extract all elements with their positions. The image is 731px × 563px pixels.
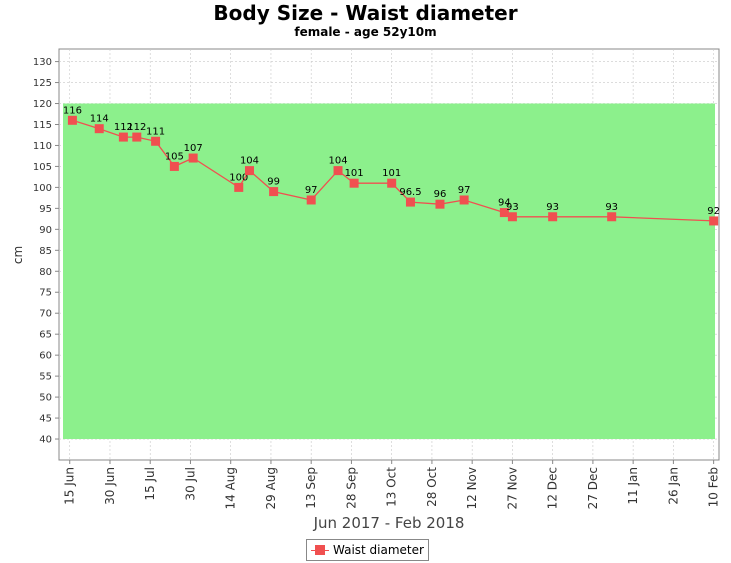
x-tick-label: 13 Oct (385, 467, 399, 507)
data-point (507, 212, 517, 222)
data-point (118, 132, 128, 142)
x-tick-label: 14 Aug (224, 467, 238, 510)
data-label: 112 (127, 122, 146, 133)
x-tick-label: 15 Jul (143, 467, 157, 501)
data-point (548, 212, 558, 222)
x-tick-label: 10 Feb (707, 467, 721, 507)
x-tick-label: 27 Dec (586, 467, 600, 509)
chart-title: Body Size - Waist diameter (213, 1, 518, 25)
data-point (234, 182, 244, 192)
data-point (333, 166, 343, 176)
y-tick-label: 125 (33, 78, 52, 89)
data-point (94, 124, 104, 134)
x-tick-label: 30 Jul (183, 467, 197, 501)
data-label: 92 (707, 206, 720, 217)
normal-range-band (63, 103, 715, 440)
y-axis-label: cm (11, 246, 25, 264)
y-tick-label: 110 (33, 141, 52, 152)
data-label: 104 (328, 156, 347, 167)
x-tick-label: 26 Jan (666, 467, 680, 505)
y-tick-label: 40 (39, 435, 52, 446)
legend-label: Waist diameter (333, 543, 424, 557)
data-label: 93 (546, 202, 559, 213)
data-point (499, 208, 509, 218)
x-tick-label: 28 Sep (344, 467, 358, 509)
data-point (709, 216, 719, 226)
legend-swatch (311, 544, 329, 556)
data-point (387, 178, 397, 188)
x-tick-label: 28 Oct (425, 467, 439, 507)
y-tick-label: 95 (39, 204, 52, 215)
data-label: 100 (229, 172, 248, 183)
data-label: 116 (63, 105, 82, 116)
x-axis: 15 Jun 30 Jun 15 Jul 30 Jul 14 Aug 29 Aug 13 S… (63, 460, 721, 510)
y-tick-label: 130 (33, 57, 52, 68)
data-label: 101 (345, 168, 364, 179)
y-tick-label: 70 (39, 309, 52, 320)
y-tick-label: 105 (33, 162, 52, 173)
data-label: 101 (382, 168, 401, 179)
x-tick-label: 15 Jun (63, 467, 77, 505)
y-tick-label: 45 (39, 414, 52, 425)
y-tick-label: 115 (33, 120, 52, 131)
data-label: 111 (146, 126, 165, 137)
data-label: 97 (305, 185, 318, 196)
y-axis: 40 45 50 55 60 65 70 75 80 85 90 95 100 105 110 115 120 1… (33, 57, 59, 446)
x-tick-label: 12 Dec (546, 467, 560, 509)
data-label: 114 (90, 114, 109, 125)
y-tick-label: 50 (39, 393, 52, 404)
x-axis-label: Jun 2017 - Feb 2018 (313, 514, 465, 532)
legend: Waist diameter (306, 539, 429, 561)
data-point (244, 166, 254, 176)
data-point (405, 197, 415, 207)
data-point (132, 132, 142, 142)
x-tick-label: 27 Nov (505, 467, 519, 510)
y-tick-label: 75 (39, 288, 52, 299)
data-point (349, 178, 359, 188)
data-label: 105 (165, 151, 184, 162)
y-tick-label: 80 (39, 267, 52, 278)
x-tick-label: 13 Sep (304, 467, 318, 509)
x-tick-label: 29 Aug (264, 467, 278, 510)
data-label: 104 (240, 156, 259, 167)
data-label: 93 (605, 202, 618, 213)
y-tick-label: 60 (39, 351, 52, 362)
data-label: 99 (267, 177, 280, 188)
y-tick-label: 55 (39, 372, 52, 383)
x-tick-label: 12 Nov (465, 467, 479, 510)
data-label: 96.5 (399, 187, 421, 198)
data-point (67, 115, 77, 125)
data-point (459, 195, 469, 205)
data-label: 112 (114, 122, 133, 133)
chart-subtitle: female - age 52y10m (294, 25, 437, 39)
data-label: 93 (506, 202, 519, 213)
data-label: 97 (458, 185, 471, 196)
x-tick-label: 30 Jun (103, 467, 117, 505)
y-tick-label: 100 (33, 183, 52, 194)
data-point (306, 195, 316, 205)
y-tick-label: 85 (39, 246, 52, 257)
data-label: 94 (498, 198, 511, 209)
data-point (607, 212, 617, 222)
y-tick-label: 90 (39, 225, 52, 236)
data-point (269, 187, 279, 197)
y-tick-label: 65 (39, 330, 52, 341)
data-label: 96 (434, 189, 447, 200)
y-tick-label: 120 (33, 99, 52, 110)
x-tick-label: 11 Jan (626, 467, 640, 505)
data-point (151, 136, 161, 146)
data-point (435, 199, 445, 209)
data-point (169, 161, 179, 171)
data-label: 107 (184, 143, 203, 154)
data-point (188, 153, 198, 163)
